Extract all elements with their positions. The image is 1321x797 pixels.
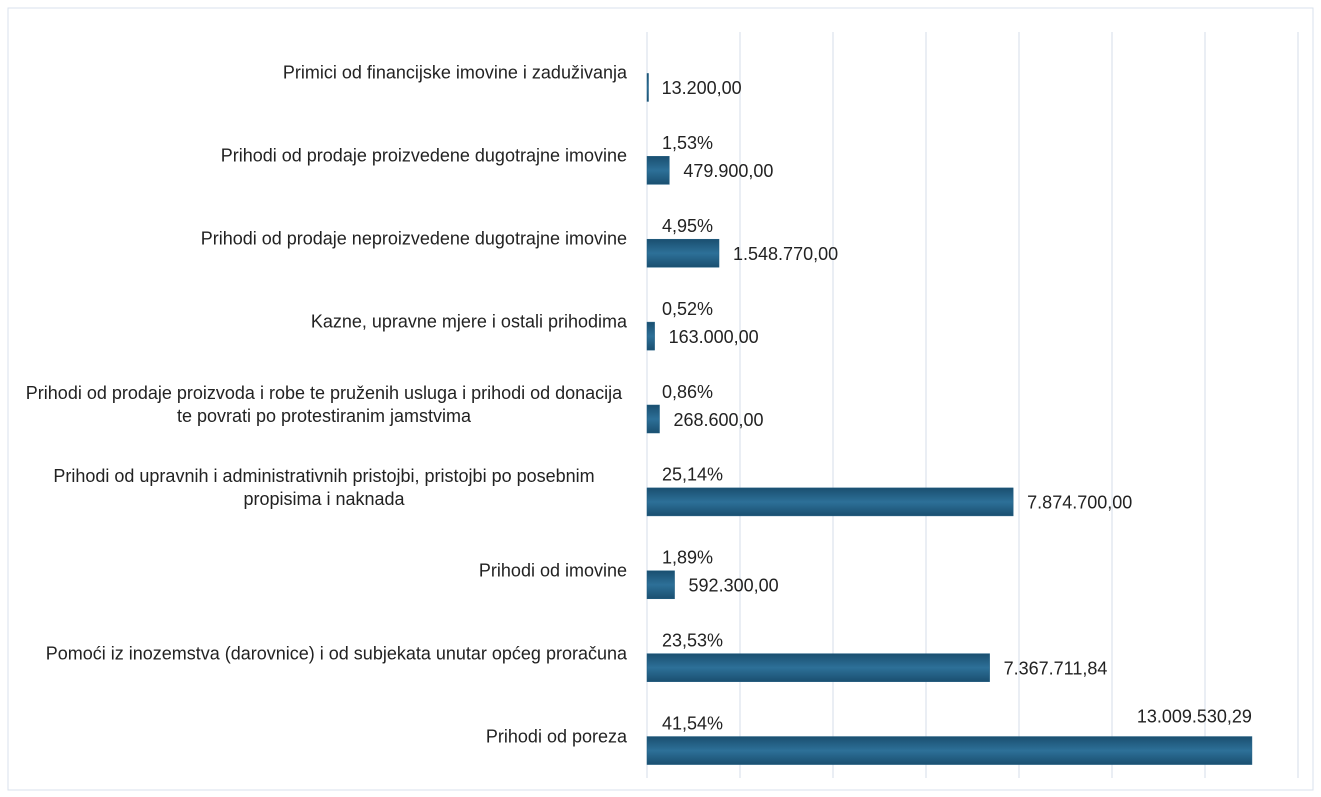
value-label: 13.200,00 <box>662 78 742 98</box>
category-text: Prihodi od upravnih i administrativnih p… <box>53 465 595 509</box>
category-label: Prihodi od prodaje neproizvedene dugotra… <box>21 228 627 251</box>
share-label: 41,54% <box>662 713 723 733</box>
category-text: Prihodi od prodaje proizvedene dugotrajn… <box>220 145 627 166</box>
category-label: Prihodi od upravnih i administrativnih p… <box>21 465 627 511</box>
value-label: 479.900,00 <box>683 161 773 181</box>
category-text: Prihodi od prodaje neproizvedene dugotra… <box>200 228 627 249</box>
category-text: Prihodi od prodaje proizvoda i robe te p… <box>25 383 623 426</box>
category-label: Prihodi od imovine <box>21 559 627 582</box>
bar <box>646 404 660 434</box>
share-label: 0,86% <box>662 382 713 402</box>
bar <box>646 570 675 600</box>
bar <box>646 73 649 102</box>
share-label: 23,53% <box>662 630 723 650</box>
bar <box>646 156 670 185</box>
category-text: Prihodi od imovine <box>478 560 627 581</box>
category-label: Prihodi od poreza <box>21 725 627 748</box>
bar <box>646 736 1253 765</box>
value-label: 163.000,00 <box>669 327 759 347</box>
bar <box>646 487 1014 517</box>
share-label: 4,95% <box>662 216 713 236</box>
category-text: Prihodi od poreza <box>485 726 627 747</box>
value-label: 268.600,00 <box>673 410 763 430</box>
value-label: 592.300,00 <box>689 576 779 596</box>
category-text: Pomoći iz inozemstva (darovnice) i od su… <box>45 643 627 664</box>
category-label: Prihodi od prodaje proizvedene dugotrajn… <box>21 145 627 168</box>
category-label: Primici od financijske imovine i zaduživ… <box>21 62 627 85</box>
share-label: 1,53% <box>662 133 713 153</box>
category-label: Prihodi od prodaje proizvoda i robe te p… <box>21 382 627 428</box>
frame <box>7 7 1314 791</box>
value-label: 13.009.530,29 <box>1137 706 1252 726</box>
share-label: 25,14% <box>662 465 723 485</box>
share-label: 0,52% <box>662 299 713 319</box>
bar <box>646 238 720 268</box>
bar <box>646 321 655 351</box>
category-text: Primici od financijske imovine i zaduživ… <box>282 62 627 83</box>
value-label: 1.548.770,00 <box>733 244 838 264</box>
category-text: Kazne, upravne mjere i ostali prihodima <box>310 311 627 332</box>
category-label: Pomoći iz inozemstva (darovnice) i od su… <box>21 642 627 665</box>
share-label: 1,89% <box>662 548 713 568</box>
category-label: Kazne, upravne mjere i ostali prihodima <box>21 311 627 334</box>
bar <box>646 653 990 682</box>
value-label: 7.367.711,84 <box>1004 658 1108 678</box>
value-label: 7.874.700,00 <box>1027 493 1132 513</box>
